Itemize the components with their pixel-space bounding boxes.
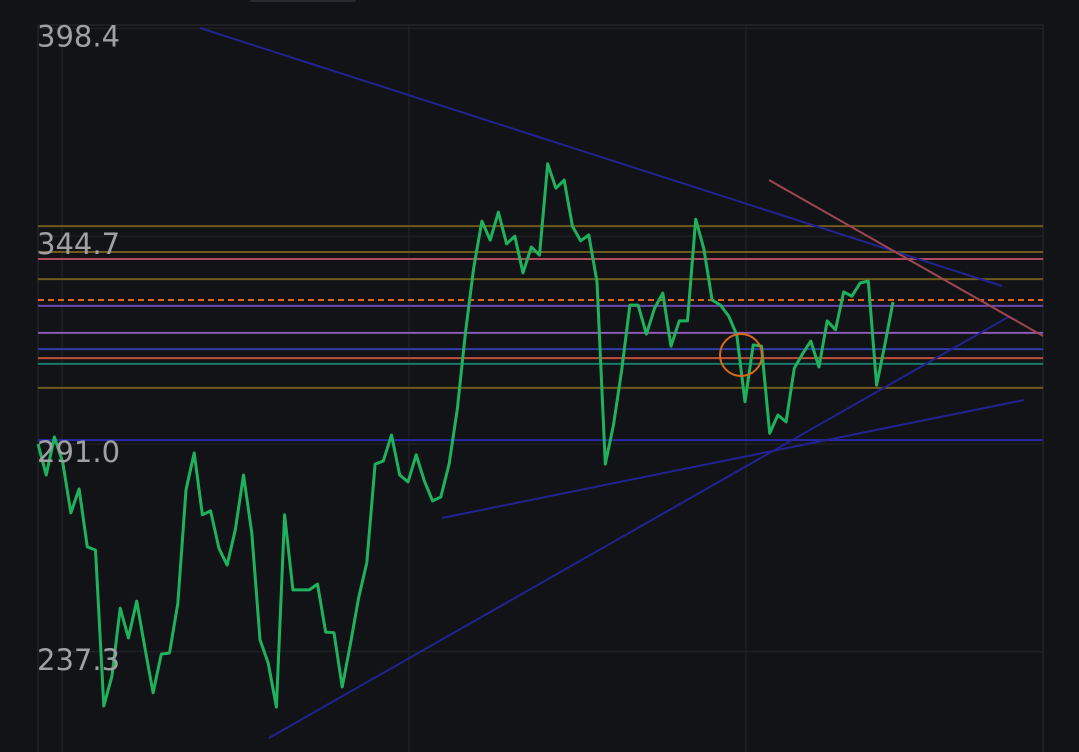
trend-line [768, 179, 1044, 337]
y-tick-label: 398.4 [37, 19, 120, 53]
price-line [36, 162, 895, 709]
plot [36, 162, 895, 709]
top-tab [250, 0, 356, 2]
trend-line [199, 27, 1003, 287]
y-tick-label: 237.3 [37, 643, 120, 677]
trend-line [268, 315, 1011, 739]
marker-circle [719, 333, 763, 377]
levels [38, 27, 1043, 653]
trend-line [441, 399, 1025, 519]
y-tick-label: 344.7 [37, 227, 120, 261]
y-tick-label: 291.0 [37, 435, 120, 469]
